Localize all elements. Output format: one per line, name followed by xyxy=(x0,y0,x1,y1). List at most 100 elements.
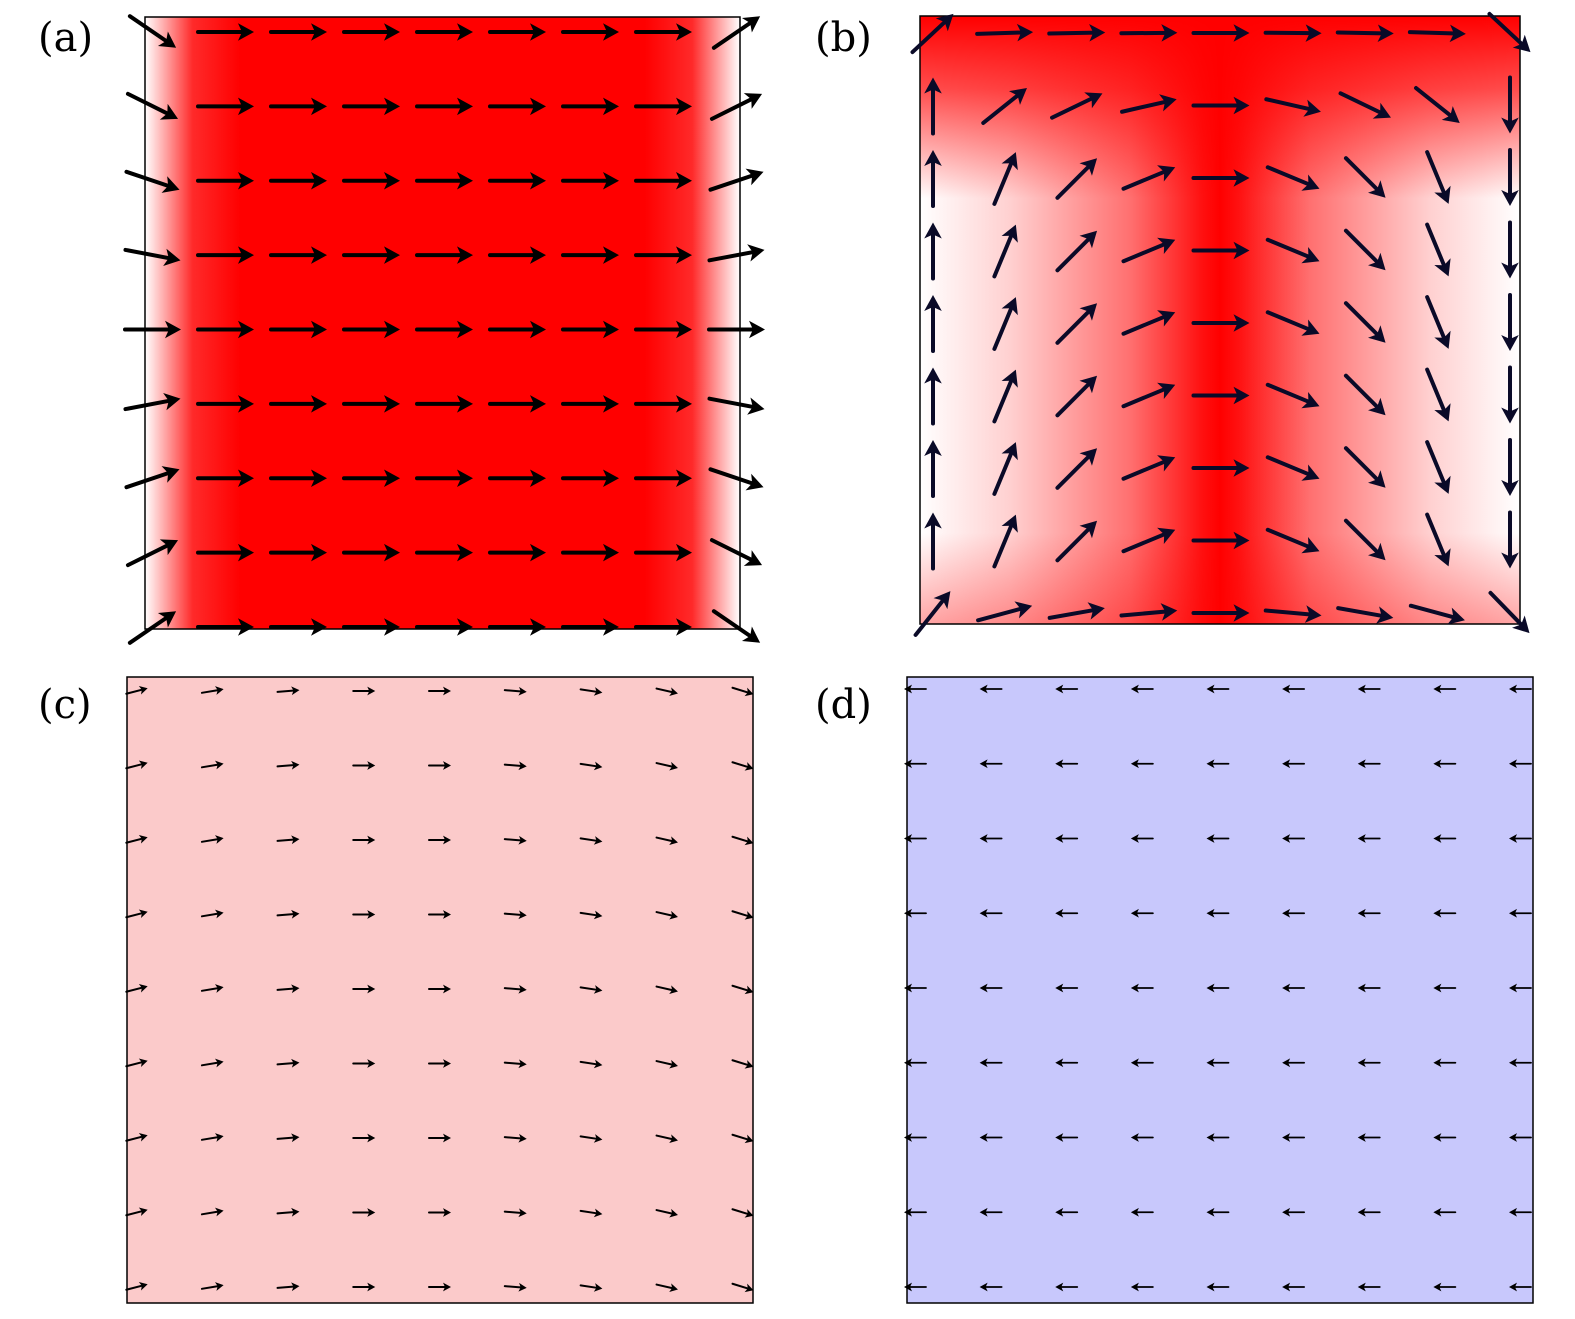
panel-b-arrow-r8-c5 xyxy=(1263,605,1322,623)
panel-b-arrow-r7-c7 xyxy=(1425,512,1451,567)
panel-d-arrow-r3-c5 xyxy=(1282,908,1306,918)
panel-a-arrow-r8-c7 xyxy=(634,618,692,636)
panel-b-arrow-r7-c8 xyxy=(1501,510,1519,569)
panel-d-vector-field xyxy=(904,675,1535,1305)
panel-c-arrow-r1-c8 xyxy=(731,761,754,771)
panel-c-arrow-r7-c2 xyxy=(276,1207,300,1217)
panel-d-arrow-r0-c2 xyxy=(1055,684,1079,694)
panel-a-arrow-r2-c2 xyxy=(269,171,327,190)
panel-c-arrow-r4-c1 xyxy=(200,984,224,993)
panel-d-arrow-r5-c0 xyxy=(904,1058,927,1068)
panel-c-arrow-r6-c7 xyxy=(655,1134,678,1143)
panel-b-arrow-r8-c6 xyxy=(1336,606,1394,624)
panel-c-arrow-r7-c7 xyxy=(655,1208,678,1218)
panel-c-arrow-r6-c2 xyxy=(276,1133,300,1143)
panel-a-arrow-r5-c2 xyxy=(269,395,327,413)
panel-d-heatmap xyxy=(906,676,1534,1304)
panel-d-arrow-r4-c1 xyxy=(979,983,1003,993)
panel-d-arrow-r7-c8 xyxy=(1509,1207,1532,1217)
panel-a-label: (a) xyxy=(38,15,94,61)
panel-d-arrow-r3-c2 xyxy=(1055,908,1079,918)
panel-d-arrow-r6-c5 xyxy=(1282,1133,1306,1142)
panel-a-arrow-r8-c3 xyxy=(342,618,400,636)
panel-b-arrow-r5-c5 xyxy=(1265,382,1320,409)
panel-c-arrow-r2-c6 xyxy=(579,836,603,845)
panel-d-arrow-r7-c0 xyxy=(904,1207,927,1217)
panel-a-arrow-r1-c4 xyxy=(415,97,473,116)
panel-b-arrow-r2-c5 xyxy=(1265,165,1320,191)
panel-b-arrow-r3-c4 xyxy=(1191,241,1250,260)
panel-c-arrow-r0-c7 xyxy=(655,687,678,696)
panel-d-arrow-r2-c5 xyxy=(1282,834,1306,843)
panel-a-arrow-r0-c5 xyxy=(488,23,546,41)
panel-c-arrow-r5-c0 xyxy=(125,1058,148,1068)
panel-a-arrow-r3-c0 xyxy=(123,247,181,267)
panel-a-arrow-r1-c2 xyxy=(269,97,327,116)
panel-c-arrow-r2-c1 xyxy=(200,835,224,844)
panel-d-arrow-r8-c1 xyxy=(979,1282,1003,1292)
panel-b-arrow-r7-c6 xyxy=(1343,518,1386,561)
panel-d-label: (d) xyxy=(815,682,872,728)
panel-b-arrow-r1-c8 xyxy=(1501,75,1519,134)
panel-d-arrow-r1-c1 xyxy=(979,759,1003,769)
panel-a-arrow-r0-c2 xyxy=(269,23,327,41)
panel-d-arrow-r6-c0 xyxy=(904,1133,927,1142)
panel-b-arrow-r6-c5 xyxy=(1265,455,1320,481)
panel-a-arrow-r7-c2 xyxy=(269,543,327,562)
panel-a-arrow-r6-c4 xyxy=(415,469,473,488)
panel-b-arrow-r7-c2 xyxy=(1055,520,1098,563)
panel-b-arrow-r7-c3 xyxy=(1121,527,1176,554)
panel-b-arrow-r7-c0 xyxy=(924,512,942,571)
panel-a-arrow-r2-c6 xyxy=(561,171,619,190)
panel-c-arrow-r5-c6 xyxy=(579,1059,603,1069)
panel-d-plot xyxy=(904,676,1534,1304)
panel-b-arrow-r6-c7 xyxy=(1425,440,1451,494)
panel-b-arrow-r4-c4 xyxy=(1191,314,1250,332)
panel-d-arrow-r0-c0 xyxy=(904,684,927,694)
panel-d-arrow-r7-c4 xyxy=(1206,1207,1230,1217)
panel-b-arrow-r8-c0 xyxy=(913,591,951,637)
panel-d-arrow-r4-c3 xyxy=(1130,983,1154,993)
panel-a-arrow-r7-c7 xyxy=(634,543,692,562)
panel-d-arrow-r1-c3 xyxy=(1130,759,1154,769)
panel-a-arrow-r3-c6 xyxy=(561,246,619,264)
panel-d-arrow-r4-c0 xyxy=(904,983,927,993)
panel-a-arrow-r0-c6 xyxy=(561,23,619,41)
panel-a-arrow-r1-c1 xyxy=(196,97,254,116)
panel-c-arrow-r1-c0 xyxy=(125,760,148,770)
panel-b-arrow-r2-c3 xyxy=(1121,165,1176,191)
panel-d-arrow-r6-c2 xyxy=(1055,1133,1079,1142)
panel-b-arrow-r3-c7 xyxy=(1425,222,1451,277)
panel-b-arrow-r1-c2 xyxy=(1050,92,1103,120)
panel-c-arrow-r0-c3 xyxy=(352,686,376,696)
panel-d-arrow-r2-c2 xyxy=(1055,834,1079,843)
panel-c-arrow-r0-c6 xyxy=(579,687,603,696)
panel-c-arrow-r3-c4 xyxy=(428,910,451,919)
panel-c-arrow-r6-c6 xyxy=(579,1134,603,1143)
panel-b-arrow-r3-c3 xyxy=(1121,237,1176,264)
panel-d-arrow-r5-c5 xyxy=(1282,1058,1306,1068)
panel-c-arrow-r1-c6 xyxy=(579,761,603,771)
panel-c-arrow-r0-c1 xyxy=(200,686,224,695)
panel-b-arrow-r0-c7 xyxy=(1407,24,1466,43)
panel-a-heatmap xyxy=(144,16,741,630)
panel-b-arrow-r3-c6 xyxy=(1343,228,1386,271)
panel-c-arrow-r6-c8 xyxy=(731,1133,754,1144)
panel-a-arrow-r4-c5 xyxy=(488,320,546,339)
panel-a-arrow-r4-c8 xyxy=(707,320,765,339)
panel-b-arrow-r0-c4 xyxy=(1191,24,1250,42)
panel-a-arrow-r0-c4 xyxy=(415,23,473,41)
panel-a-arrow-r8-c2 xyxy=(269,618,327,636)
panel-a-plot xyxy=(123,14,765,645)
panel-c-arrow-r4-c8 xyxy=(731,984,754,995)
panel-a-arrow-r4-c0 xyxy=(123,320,181,339)
panel-d-arrow-r3-c3 xyxy=(1130,908,1154,918)
panel-d-arrow-r8-c3 xyxy=(1130,1282,1154,1292)
panel-d-arrow-r1-c0 xyxy=(904,759,927,769)
panel-b-arrow-r1-c6 xyxy=(1338,91,1391,119)
panel-d-arrow-r7-c5 xyxy=(1282,1207,1306,1217)
panel-c-arrow-r5-c2 xyxy=(276,1058,300,1068)
panel-b-arrow-r6-c0 xyxy=(924,440,942,498)
panel-a-arrow-r0-c0 xyxy=(127,14,177,48)
panel-d-arrow-r2-c6 xyxy=(1357,834,1381,843)
